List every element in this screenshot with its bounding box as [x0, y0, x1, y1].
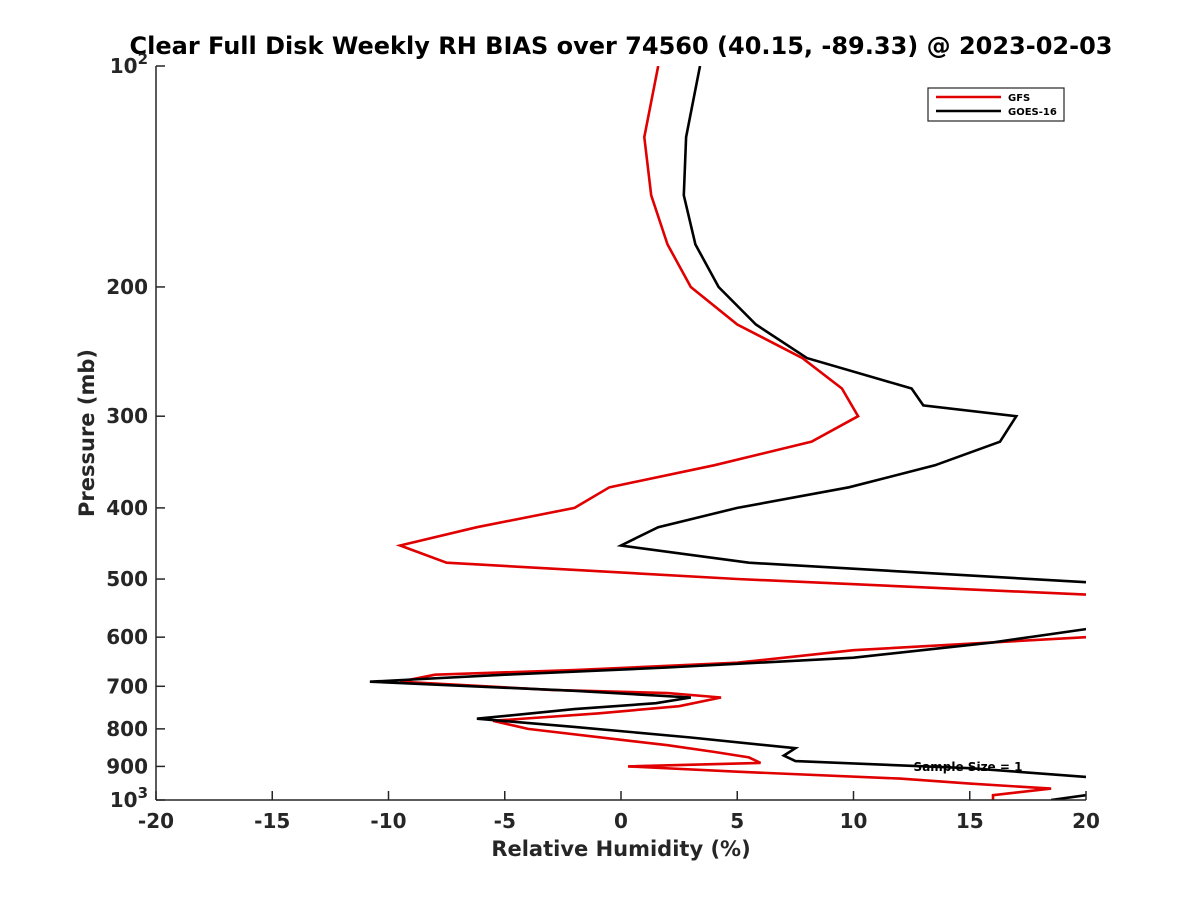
- x-tick-label: 20: [1072, 809, 1100, 833]
- series-line-gfs-lower: [399, 635, 1086, 800]
- sample-size-annotation: Sample Size = 1: [914, 760, 1023, 774]
- x-tick-label: -10: [370, 809, 406, 833]
- chart-title: Clear Full Disk Weekly RH BIAS over 7456…: [130, 32, 1113, 60]
- legend-box: [927, 87, 1065, 122]
- series-line-goes-16-upper: [616, 66, 1086, 584]
- legend-label: GOES-16: [1008, 107, 1057, 118]
- x-tick-label: 10: [840, 809, 868, 833]
- y-tick-label: 800: [106, 717, 148, 741]
- legend-label: GFS: [1008, 93, 1030, 104]
- y-tick-label: 700: [106, 674, 148, 698]
- x-tick-label: -20: [138, 809, 174, 833]
- plot-area: [369, 66, 1086, 800]
- series-line-goes-16-tail: [1050, 793, 1086, 800]
- y-tick-label: 102: [110, 50, 148, 78]
- series-line-gfs-upper: [395, 66, 1086, 596]
- legend: GFS GOES-16: [927, 87, 1065, 122]
- y-tick-label: 300: [106, 404, 148, 428]
- x-tick-label: -15: [254, 809, 290, 833]
- x-tick-label: 5: [730, 809, 744, 833]
- x-axis-label: Relative Humidity (%): [491, 837, 750, 861]
- y-tick-label: 200: [106, 275, 148, 299]
- x-tick-label: -5: [494, 809, 516, 833]
- x-tick-label: 0: [614, 809, 628, 833]
- y-tick-label: 500: [106, 567, 148, 591]
- y-tick-label: 600: [106, 625, 148, 649]
- y-tick-label: 400: [106, 496, 148, 520]
- x-tick-label: 15: [956, 809, 984, 833]
- y-tick-label: 103: [110, 784, 148, 812]
- axes: -20 -15 -10 -5 0 5 10 15 20 102 200 300 400 500 600 700…: [106, 50, 1100, 833]
- y-axis-label: Pressure (mb): [75, 349, 99, 517]
- y-tick-label: 900: [106, 754, 148, 778]
- series-line-goes-16-lower: [369, 627, 1086, 779]
